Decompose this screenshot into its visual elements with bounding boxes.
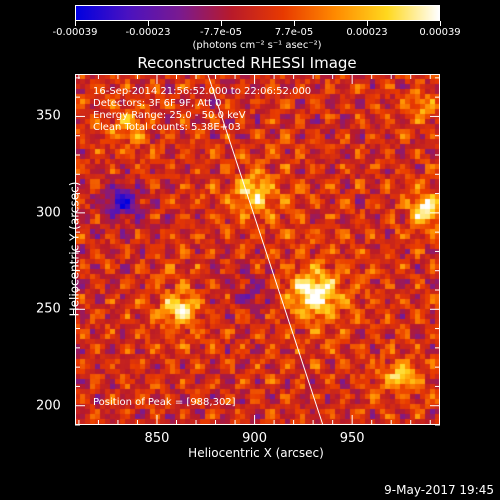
annotation-clean-counts: Clean Total counts: 5.38E+03 (93, 122, 241, 133)
footer-timestamp: 9-May-2017 19:45 (384, 483, 494, 497)
colorbar-tick-label: -0.00039 (52, 27, 98, 38)
annotation-peak-position: Position of Peak = [988,302] (93, 397, 236, 408)
colorbar (75, 5, 440, 21)
plot-border (75, 74, 440, 425)
y-tick-label: 200 (36, 398, 61, 414)
colorbar-tick-label: 7.7e-05 (274, 27, 314, 38)
x-tick-label: 900 (242, 431, 267, 446)
chart-title: Reconstructed RHESSI Image (137, 54, 357, 72)
y-tick-label: 250 (36, 301, 61, 317)
colorbar-units: (photons cm⁻² s⁻¹ asec⁻²) (192, 40, 322, 51)
y-tick-label: 350 (36, 108, 61, 124)
plot-frame (75, 73, 440, 426)
x-tick-label: 850 (144, 431, 170, 446)
annotation-time-range: 16-Sep-2014 21:56:52.000 to 22:06:52.000 (93, 86, 312, 97)
colorbar-tick (147, 21, 149, 26)
x-axis-label: Heliocentric X (arcsec) (188, 446, 324, 460)
y-tick-label: 300 (36, 205, 61, 221)
y-axis-label: Heliocentric Y (arcsec) (67, 181, 82, 317)
colorbar-tick (366, 21, 368, 26)
colorbar-tick-label: -7.7e-05 (200, 27, 242, 38)
colorbar-tick (220, 21, 222, 26)
annotation-energy-range: Energy Range: 25.0 - 50.0 keV (93, 110, 246, 121)
annotation-detectors: Detectors: 3F 6F 9F, Att 0 (93, 98, 222, 109)
colorbar-tick (439, 21, 441, 26)
colorbar-tick-label: 0.00039 (419, 27, 461, 38)
solar-limb-line (207, 73, 324, 426)
colorbar-tick-label: 0.00023 (346, 27, 388, 38)
colorbar-tick (74, 21, 76, 26)
colorbar-tick-label: -0.00023 (125, 27, 171, 38)
heatmap-plot-area (75, 74, 440, 425)
colorbar-tick (293, 21, 295, 26)
axis-ticks (75, 74, 440, 426)
heatmap-image (75, 74, 440, 425)
x-tick-label: 950 (339, 431, 365, 446)
